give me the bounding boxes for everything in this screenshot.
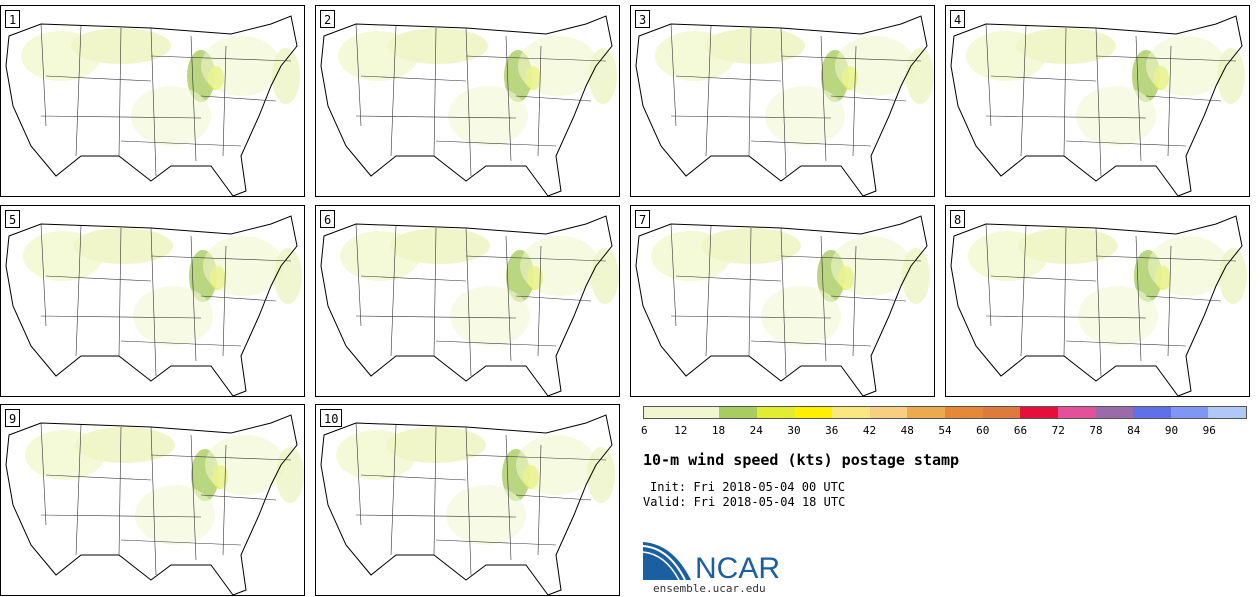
colorbar-tick-label: 12: [674, 424, 688, 437]
init-time: Init: Fri 2018-05-04 00 UTC: [650, 480, 846, 494]
conus-map: [316, 6, 619, 196]
member-panel: 2: [315, 5, 620, 197]
conus-map: [1, 405, 304, 595]
colorbar-tick-label: 96: [1202, 424, 1216, 437]
member-label: 4: [950, 10, 966, 28]
logo-url: ensemble.ucar.edu: [653, 582, 766, 595]
colorbar-swatch: [681, 407, 720, 418]
member-panel: 6: [315, 205, 620, 397]
colorbar-tick-label: 84: [1127, 424, 1141, 437]
colorbar-swatch: [982, 407, 1021, 418]
colorbar-swatch: [756, 407, 795, 418]
colorbar-tick-label: 90: [1164, 424, 1179, 437]
colorbar-swatch: [1020, 407, 1058, 418]
member-label: 2: [320, 10, 336, 28]
colorbar-tick-label: 36: [825, 424, 839, 437]
member-label: 3: [635, 10, 651, 28]
colorbar-tick-label: 78: [1089, 424, 1103, 437]
member-panel: 8: [945, 205, 1250, 397]
member-label: 1: [5, 10, 21, 28]
member-panel: 4: [945, 5, 1250, 197]
colorbar-tick-label: 60: [976, 424, 990, 437]
colorbar-swatch: [869, 407, 908, 418]
member-label: 8: [950, 210, 966, 228]
conus-map: [1, 6, 304, 196]
conus-map: [316, 206, 619, 396]
conus-map: [631, 6, 934, 196]
colorbar-swatch: [945, 407, 983, 418]
wind-speed-colorbar: [643, 406, 1247, 419]
member-panel: 9: [0, 404, 305, 596]
colorbar-tick-label: 54: [938, 424, 952, 437]
colorbar-tick-label: 72: [1051, 424, 1065, 437]
colorbar-swatch: [644, 407, 682, 418]
colorbar-swatch: [1133, 407, 1171, 418]
colorbar-swatch: [1095, 407, 1134, 418]
member-label: 5: [5, 210, 21, 228]
member-label: 10: [320, 409, 343, 427]
colorbar-swatch: [794, 407, 833, 418]
colorbar-swatch: [1170, 407, 1209, 418]
conus-map: [631, 206, 934, 396]
member-label: 6: [320, 210, 336, 228]
member-label: 9: [5, 409, 21, 427]
member-panel: 10: [315, 404, 620, 596]
ncar-logo: NCAR: [642, 540, 793, 586]
colorbar-tick-label: 42: [862, 424, 877, 437]
plot-title: 10-m wind speed (kts) postage stamp: [643, 451, 960, 469]
colorbar-tick-label: 30: [787, 424, 801, 437]
logo-text: NCAR: [695, 552, 780, 582]
colorbar-tick-label: 18: [711, 424, 726, 437]
colorbar-tick-label: 48: [900, 424, 914, 437]
member-panel: 1: [0, 5, 305, 197]
colorbar-swatch: [1208, 407, 1246, 418]
colorbar-tick-label: 24: [749, 424, 763, 437]
colorbar-swatch: [719, 407, 757, 418]
member-label: 7: [635, 210, 651, 228]
conus-map: [946, 6, 1249, 196]
member-panel: 5: [0, 205, 305, 397]
member-panel: 3: [630, 5, 935, 197]
colorbar-swatch: [907, 407, 945, 418]
colorbar-swatch: [832, 407, 870, 418]
conus-map: [316, 405, 619, 595]
colorbar-tick-label: 66: [1013, 424, 1028, 437]
member-panel: 7: [630, 205, 935, 397]
conus-map: [946, 206, 1249, 396]
conus-map: [1, 206, 304, 396]
valid-time: Valid: Fri 2018-05-04 18 UTC: [643, 495, 846, 509]
colorbar-tick-label: 6: [641, 424, 648, 437]
colorbar-swatch: [1057, 407, 1096, 418]
